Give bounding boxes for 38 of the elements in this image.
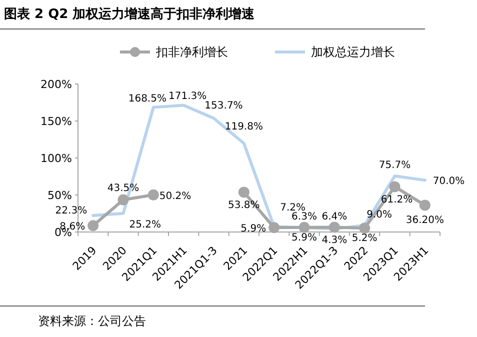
data-label: 22.3%: [55, 206, 88, 216]
point: [359, 222, 370, 234]
point: [419, 200, 430, 211]
data-label: 6.4%: [322, 211, 348, 222]
point: [268, 222, 280, 234]
data-label: 119.8%: [224, 121, 263, 132]
chart-title: 图表 2 Q2 加权运力增速高于扣非净利增速: [4, 6, 256, 22]
data-label: 5.2%: [352, 233, 378, 244]
point: [118, 194, 129, 206]
y-tick-label: 200%: [40, 78, 72, 91]
text: 资料来源：公司公告: [38, 314, 146, 328]
y-tick-label: 50%: [48, 189, 72, 202]
point: [88, 220, 99, 232]
data-label: 9.0%: [366, 209, 392, 220]
data-label: 6.3%: [292, 211, 317, 222]
point: [148, 189, 159, 200]
data-label: 61.2%: [380, 194, 413, 206]
y-tick-label: 100%: [40, 152, 72, 165]
data-label: 5.9%: [292, 232, 317, 244]
legend-label: 扣非净利增长: [155, 45, 228, 59]
data-label: 75.7%: [378, 160, 411, 171]
data-label: 5.9%: [240, 224, 266, 235]
data-label: 168.5%: [128, 93, 166, 104]
data-label: 43.5%: [107, 182, 140, 194]
point: [298, 222, 310, 233]
data-label: 70.0%: [432, 176, 465, 188]
data-label: 25.2%: [129, 219, 162, 230]
data-label: 53.8%: [228, 200, 260, 212]
data-label: 171.3%: [168, 91, 207, 102]
data-label: 50.2%: [159, 190, 192, 202]
data-label: 153.7%: [204, 100, 243, 112]
legend-label: 加权总运力增长: [311, 45, 395, 59]
point: [389, 181, 400, 192]
point: [238, 186, 250, 198]
data-label: 4.3%: [322, 234, 348, 246]
y-tick-label: 150%: [40, 115, 72, 128]
point: [328, 222, 340, 233]
data-label: 36.20%: [406, 215, 444, 226]
